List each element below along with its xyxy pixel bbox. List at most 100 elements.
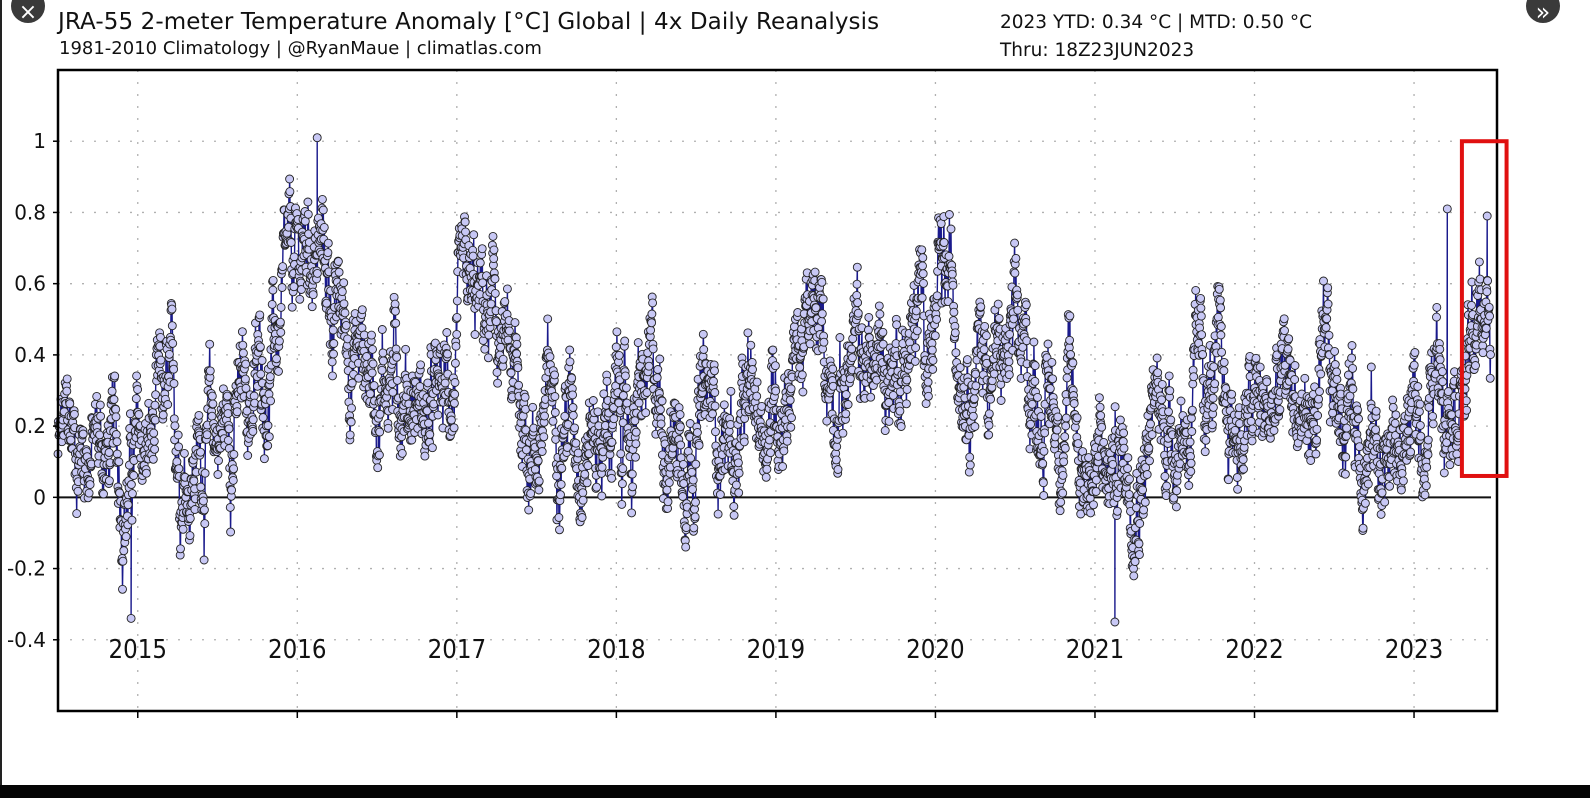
data-point [726,386,736,396]
data-point [711,427,720,437]
y-tick-label: -0.2 [7,557,46,581]
data-point [641,408,651,418]
data-point [675,422,685,432]
data-point [681,523,691,533]
data-point [126,480,136,489]
data-point [612,327,622,337]
data-point [480,344,490,354]
data-point [571,438,581,448]
data-point [337,287,347,297]
x-tick-label: 2019 [747,634,806,665]
data-point [699,345,709,354]
data-series [53,133,1495,627]
data-point [258,413,268,422]
data-point [1438,377,1448,387]
data-point [599,389,609,399]
data-point [339,278,349,288]
data-point [492,367,502,377]
data-point [743,328,753,338]
data-point [543,314,553,324]
data-point [918,269,928,279]
data-point [557,463,567,473]
data-point [1315,387,1324,396]
data-point [1486,350,1495,360]
data-point [1096,411,1106,421]
data-point [1004,370,1014,380]
data-point [392,375,402,385]
data-point [1406,447,1416,457]
chart-subtitle: 1981-2010 Climatology | @RyanMaue | clim… [59,38,542,59]
data-point [537,447,547,456]
data-point [149,428,159,438]
data-point [1164,371,1174,381]
data-point [1437,367,1447,377]
data-point [287,302,297,312]
data-point [374,450,384,460]
data-point [329,339,339,348]
data-point [1043,339,1053,349]
data-point [425,430,435,439]
data-point [828,381,838,391]
data-point [835,333,845,342]
data-point [1110,402,1120,412]
data-point [502,284,512,294]
data-point [930,331,940,341]
data-point [1026,419,1036,429]
data-point [946,224,956,234]
data-point [134,410,144,419]
data-point [368,359,378,369]
data-point [847,353,857,363]
data-point [1312,424,1322,434]
data-point [762,464,772,474]
data-point [652,373,662,383]
data-point [616,449,626,459]
x-tick-label: 2017 [428,634,487,665]
y-tick-label: 0 [33,485,46,509]
data-point [874,319,884,329]
data-point [272,354,281,364]
data-point [618,391,628,400]
data-point [420,451,430,461]
x-axis-ticks: 2015 2016 2017 2018 2019 2020 2021 2022 2023 [109,634,1443,718]
data-point [1353,405,1362,415]
data-point [141,468,151,478]
data-point [1416,431,1426,441]
data-point [688,484,697,494]
data-point [1187,427,1197,436]
data-point [149,436,159,446]
data-point [1391,410,1401,420]
data-point [761,472,771,482]
data-point [678,492,688,501]
data-point [69,409,79,419]
data-point [950,328,960,338]
data-point [308,290,318,300]
data-point [256,369,266,379]
data-point [1200,447,1210,457]
data-point [343,334,353,344]
data-point [150,415,160,425]
data-point [567,373,577,383]
data-point [583,461,593,471]
data-point [267,299,277,309]
x-tick-label: 2022 [1225,634,1284,665]
data-point [1275,405,1285,415]
data-point [1348,363,1358,373]
data-point [1484,302,1494,312]
double-chevron-right-icon: » [1535,0,1551,26]
data-point [662,485,672,495]
data-point [127,515,137,525]
data-point [631,452,640,462]
data-point [483,353,493,363]
data-point [1058,470,1068,480]
data-point [1424,402,1434,412]
data-point [317,194,327,204]
data-point [1213,312,1223,322]
data-point [565,357,575,367]
data-point [1311,449,1321,459]
data-point [1068,358,1078,368]
data-point [129,471,139,480]
data-point [554,513,564,522]
data-point [1029,337,1039,347]
data-point [676,440,686,450]
data-point [1300,373,1310,383]
